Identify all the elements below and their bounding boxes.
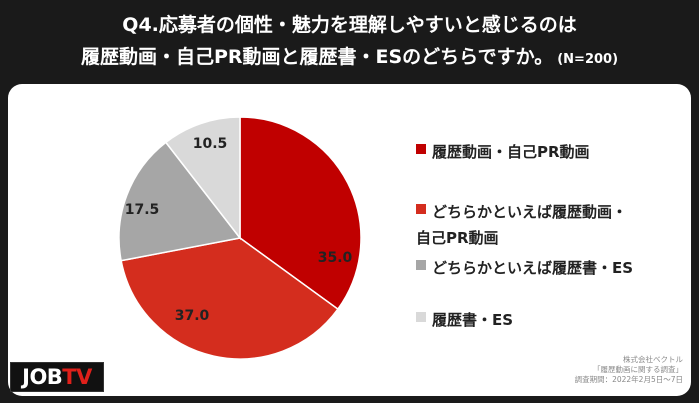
- slice-value-label-3: 17.5: [125, 202, 160, 218]
- slice-value-label-1: 35.0: [318, 250, 353, 266]
- legend-swatch: [416, 144, 426, 154]
- legend-swatch: [416, 260, 426, 270]
- credit-survey: 「履歴動画に関する調査」: [593, 365, 683, 374]
- pie-slice-3: [118, 141, 242, 262]
- legend-label: どちらかといえば履歴書・ES: [432, 259, 634, 277]
- pie-slice-2: [120, 237, 339, 360]
- credit-note: 株式会社ベクトル 「履歴動画に関する調査」 調査期間：2022年2月5日〜7日: [575, 355, 683, 385]
- logo-text-job: JOB: [22, 365, 63, 389]
- legend-swatch: [416, 204, 426, 214]
- legend-label: 履歴書・ES: [432, 311, 514, 329]
- jobtv-logo: JOBTV: [10, 362, 104, 392]
- pie-slice-4: [164, 116, 241, 241]
- sample-size-note: (N=200): [557, 52, 619, 67]
- legend-label: 自己PR動画: [416, 229, 499, 247]
- pie-slice-1: [239, 116, 362, 311]
- title-line-2: 履歴動画・自己PR動画と履歴書・ESのどちらですか。 (N=200): [0, 42, 699, 69]
- slice-value-label-4: 10.5: [193, 136, 228, 152]
- header: Q4.応募者の個性・魅力を理解しやすいと感じるのは 履歴動画・自己PR動画と履歴…: [0, 0, 699, 82]
- legend-label: 履歴動画・自己PR動画: [432, 143, 590, 161]
- title-line-2-text: 履歴動画・自己PR動画と履歴書・ESのどちらですか。: [80, 46, 554, 68]
- legend-swatch: [416, 312, 426, 322]
- logo-text-tv: TV: [62, 365, 92, 389]
- credit-company: 株式会社ベクトル: [623, 355, 683, 364]
- slice-value-label-2: 37.0: [175, 308, 210, 324]
- title-line-1: Q4.応募者の個性・魅力を理解しやすいと感じるのは: [122, 14, 577, 36]
- chart-panel: 35.0 37.0 17.5 10.5 履歴動画・自己PR動画どちらかといえば履歴動画…: [8, 84, 691, 396]
- legend-label: どちらかといえば履歴動画・: [432, 203, 628, 221]
- credit-period: 調査期間：2022年2月5日〜7日: [574, 375, 683, 384]
- pie-chart: 35.0 37.0 17.5 10.5: [118, 116, 362, 360]
